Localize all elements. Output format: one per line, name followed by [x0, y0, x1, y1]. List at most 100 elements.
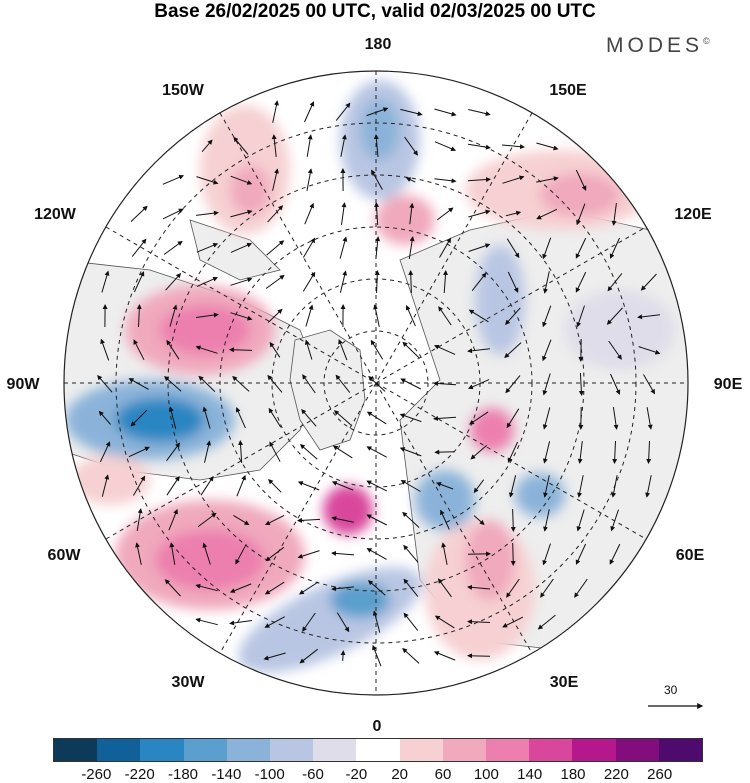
anomaly-pos-east-pacific [70, 455, 150, 505]
wind-vector [269, 341, 281, 358]
wind-vector [400, 108, 423, 117]
wind-vector [299, 648, 319, 664]
wind-vector [340, 650, 346, 661]
wind-vector [272, 100, 279, 123]
wind-vector [510, 542, 516, 566]
wind-vector [235, 406, 246, 429]
wind-vector [400, 479, 421, 492]
wind-vector [366, 446, 387, 458]
wind-vector [302, 612, 316, 632]
wind-vector [169, 304, 178, 327]
wind-vector [606, 307, 623, 325]
wind-vector [195, 617, 218, 626]
wind-vector [610, 509, 619, 532]
wind-vector [297, 550, 320, 559]
colorbar-tick-label: -140 [211, 766, 242, 783]
wind-vector [168, 508, 178, 531]
wind-vector [408, 270, 414, 294]
wind-vectors [97, 100, 661, 667]
wind-vector [467, 619, 491, 625]
brand-name: MODES [606, 34, 704, 57]
wind-vector [304, 339, 313, 360]
wind-vector [434, 108, 457, 117]
graticule [64, 71, 688, 695]
wind-vector [136, 304, 142, 328]
anomaly-pos-na-core [160, 305, 250, 355]
wind-vector [299, 444, 318, 460]
wind-vector [302, 374, 316, 394]
colorbar-swatch [486, 739, 530, 761]
wind-vector [467, 348, 490, 354]
wind-vector [268, 407, 282, 428]
wind-vector [612, 407, 619, 430]
wind-vector [169, 542, 176, 565]
colorbar-swatch [615, 739, 659, 761]
wind-vector [542, 373, 551, 396]
wind-vector [542, 237, 552, 260]
wind-vector [302, 237, 316, 258]
wind-vector [332, 445, 353, 459]
colorbar-tick-label: 140 [517, 766, 543, 783]
wind-vector [236, 474, 246, 497]
wind-vector [374, 202, 380, 226]
wind-vector [197, 512, 217, 527]
wind-vector [264, 616, 285, 628]
label-120w: 120W [34, 206, 76, 223]
wind-vector [434, 141, 457, 152]
anomaly-pos-europe-core [465, 520, 515, 600]
wind-vector [467, 653, 491, 659]
wind-vector [331, 586, 354, 592]
colorbar-tick-label: -220 [124, 766, 155, 783]
wind-vector [467, 584, 491, 590]
wind-vector [506, 408, 520, 429]
wind-vector [305, 304, 314, 327]
colorbar-tick-label: -20 [345, 766, 368, 783]
wind-vector [638, 346, 661, 355]
wind-vector [467, 177, 491, 183]
colorbar-tick-label: -180 [167, 766, 199, 783]
wind-vector [196, 276, 219, 287]
wind-vector [366, 548, 387, 560]
wind-vector [233, 136, 249, 155]
wind-vector [611, 475, 618, 498]
wind-vector [440, 509, 450, 530]
wind-vector [204, 440, 212, 463]
anomaly-neg-russia [475, 245, 525, 355]
wind-vector [439, 237, 452, 258]
label-90w: 90W [6, 376, 40, 393]
wind-vector [370, 339, 384, 360]
wind-vector [301, 408, 317, 427]
wind-vector [409, 202, 415, 225]
wind-vector [372, 610, 381, 633]
wind-vector [331, 481, 354, 491]
wind-vector [164, 376, 182, 392]
wind-vector [576, 509, 585, 532]
colorbar-swatch [658, 739, 703, 761]
wind-vector [468, 243, 491, 252]
wind-vector [643, 374, 656, 395]
label-120e: 120E [674, 206, 712, 223]
wind-vector [132, 475, 146, 496]
wind-vector [166, 339, 180, 360]
wind-vector [404, 136, 418, 156]
wind-vector [542, 543, 551, 566]
wind-vector [232, 375, 250, 392]
wind-vector [128, 378, 149, 390]
wind-vector [443, 270, 449, 294]
wind-vector [433, 380, 457, 386]
anomaly-neg-atlantic-core [330, 582, 390, 618]
wind-vector [543, 271, 550, 294]
colorbar-swatch [183, 739, 227, 761]
wind-vector [196, 176, 219, 185]
wind-vector [333, 410, 352, 426]
wind-vector [578, 372, 584, 396]
wind-vector [540, 578, 554, 598]
wind-vector [196, 210, 219, 216]
anomaly-pos-kamchatka [375, 195, 435, 245]
wind-vector [166, 475, 180, 496]
wind-vector [575, 543, 587, 565]
wind-vector [168, 406, 177, 429]
wind-vector [338, 338, 348, 361]
wind-vector [437, 578, 452, 598]
wind-vector [400, 378, 422, 390]
